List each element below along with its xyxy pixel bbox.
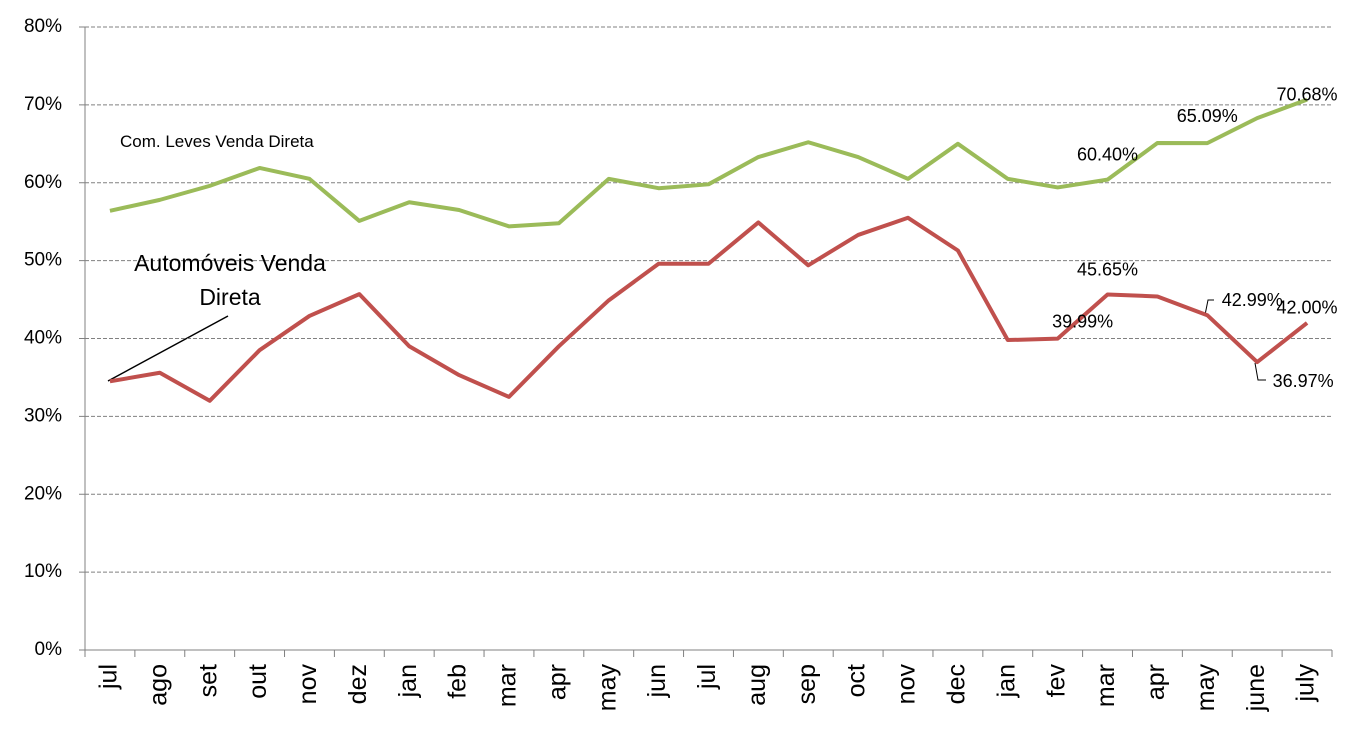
x-tick-label: jun xyxy=(643,664,671,698)
x-tick-label: set xyxy=(194,664,222,697)
x-tick-label: out xyxy=(244,664,272,699)
y-tick-label: 10% xyxy=(24,561,62,582)
x-tick-label: ago xyxy=(144,664,172,706)
x-tick-label: may xyxy=(593,664,621,712)
y-tick-label: 80% xyxy=(24,16,62,37)
data-label: 42.00% xyxy=(1277,298,1338,318)
x-tick-label: dez xyxy=(344,664,372,704)
data-label: 45.65% xyxy=(1077,259,1138,279)
y-tick-label: 70% xyxy=(24,94,62,115)
x-tick-label: mar xyxy=(494,664,522,707)
x-tick-label: apr xyxy=(543,664,571,700)
x-tick-label: apr xyxy=(1142,664,1170,700)
x-tick-label: aug xyxy=(743,664,771,706)
y-tick-label: 40% xyxy=(24,328,62,349)
series-line xyxy=(109,97,1308,229)
x-tick-label: dec xyxy=(943,664,971,704)
x-tick-label: july xyxy=(1292,664,1320,703)
y-tick-label: 30% xyxy=(24,405,62,426)
x-tick-label: jul xyxy=(693,664,721,690)
data-label: 65.09% xyxy=(1177,106,1238,126)
series-line xyxy=(109,215,1309,403)
data-label: 36.97% xyxy=(1273,371,1334,391)
y-tick-label: 20% xyxy=(24,483,62,504)
x-tick-label: feb xyxy=(444,664,472,699)
x-tick-label: jan xyxy=(992,664,1020,698)
y-tick-label: 0% xyxy=(35,639,63,660)
x-tick-label: june xyxy=(1242,664,1270,712)
data-label: 42.99% xyxy=(1222,290,1283,310)
y-tick-label: 60% xyxy=(24,172,62,193)
x-tick-label: mar xyxy=(1092,664,1120,707)
leader-line xyxy=(1204,299,1214,316)
x-tick-label: nov xyxy=(294,664,322,705)
data-label: 70.68% xyxy=(1277,84,1338,104)
leader-line xyxy=(107,315,229,382)
y-tick-label: 50% xyxy=(24,250,62,271)
x-tick-label: jan xyxy=(394,664,422,698)
data-label: 60.40% xyxy=(1077,144,1138,164)
x-tick-label: oct xyxy=(843,664,871,697)
series-annotation: Com. Leves Venda Direta xyxy=(120,132,314,151)
x-tick-label: nov xyxy=(893,664,921,705)
x-tick-label: may xyxy=(1192,664,1220,712)
x-tick-label: jul xyxy=(95,664,123,690)
leader-line xyxy=(1254,362,1266,381)
x-tick-label: fev xyxy=(1042,664,1070,698)
x-tick-label: sep xyxy=(793,664,821,704)
data-label: 39.99% xyxy=(1052,311,1113,331)
series-annotation: Automóveis Venda Direta xyxy=(134,250,326,310)
